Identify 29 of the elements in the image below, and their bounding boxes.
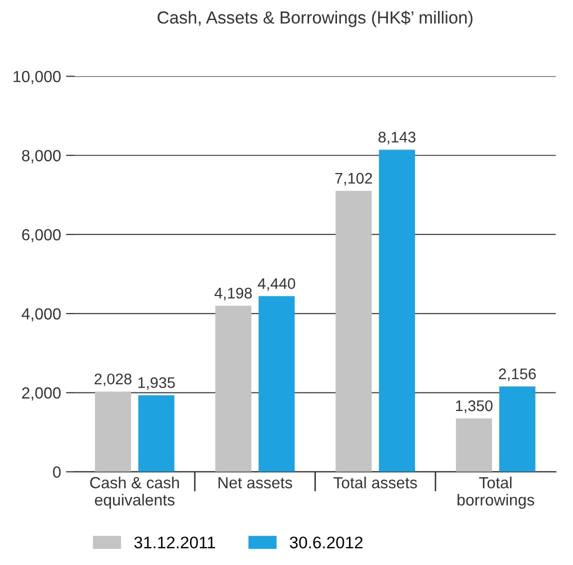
chart-title: Cash, Assets & Borrowings (HK$’ million)	[158, 10, 472, 28]
y-tick-label: 0	[53, 466, 61, 478]
x-tick-label: Total borrowings	[458, 476, 534, 509]
data-label: 7,102	[335, 172, 372, 186]
bar	[336, 190, 372, 472]
bar	[94, 392, 132, 472]
bar	[456, 418, 492, 472]
bar	[499, 386, 536, 472]
x-tick-label: Net assets	[218, 477, 292, 488]
y-tick-label: 10,000	[14, 70, 61, 84]
legend-label: 30.6.2012	[290, 536, 363, 548]
data-label: 2,156	[498, 368, 536, 382]
data-label: 2,028	[94, 374, 132, 386]
data-label: 1,935	[138, 377, 175, 390]
bar	[215, 306, 252, 472]
data-label: 4,440	[258, 278, 296, 291]
bar	[378, 150, 416, 472]
legend-label: 31.12.2011	[134, 536, 216, 548]
x-tick-label: Total assets	[334, 476, 417, 488]
bar	[138, 395, 174, 472]
y-tick-label: 6,000	[22, 229, 61, 242]
y-tick-label: 4,000	[22, 308, 61, 322]
data-label: 8,143	[378, 132, 416, 144]
x-tick-label: Cash & cash equivalents	[90, 476, 179, 509]
y-tick-label: 2,000	[22, 387, 61, 401]
bar	[258, 296, 295, 472]
data-label: 1,350	[456, 400, 493, 413]
data-label: 4,198	[214, 288, 252, 300]
y-tick-label: 8,000	[22, 150, 61, 164]
